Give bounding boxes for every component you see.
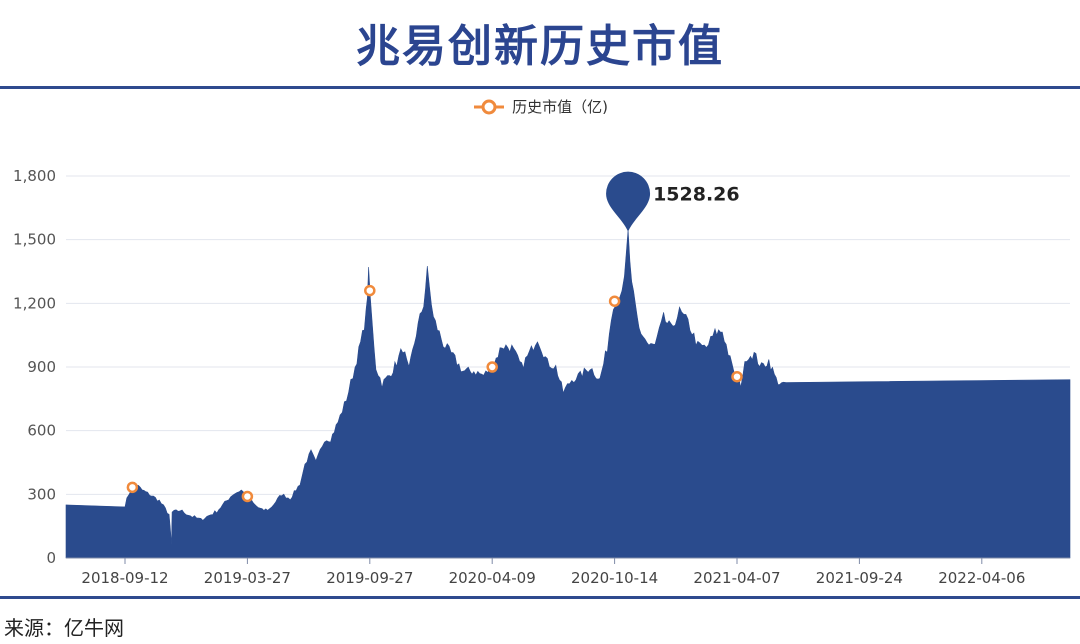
y-tick-label: 1,500 bbox=[13, 231, 56, 249]
y-tick-label: 1,200 bbox=[13, 294, 56, 312]
data-point-marker[interactable] bbox=[486, 361, 498, 373]
peak-value-label: 1528.26 bbox=[653, 184, 740, 206]
x-tick-label: 2018-09-12 bbox=[81, 569, 168, 587]
x-tick-label: 2022-04-06 bbox=[938, 569, 1025, 587]
x-tick-label: 2019-03-27 bbox=[204, 569, 291, 587]
y-tick-label: 900 bbox=[27, 358, 56, 376]
x-tick-label: 2021-04-07 bbox=[693, 569, 780, 587]
top-divider bbox=[0, 86, 1080, 89]
source-note: 来源：亿牛网 bbox=[4, 616, 124, 640]
x-tick-label: 2019-09-27 bbox=[326, 569, 413, 587]
y-tick-label: 300 bbox=[27, 485, 56, 503]
page-title: 兆易创新历史市值 bbox=[356, 21, 724, 72]
bottom-divider bbox=[0, 596, 1080, 599]
y-tick-label: 600 bbox=[27, 422, 56, 440]
legend-marker-icon bbox=[474, 99, 505, 114]
data-point-marker[interactable] bbox=[241, 490, 254, 503]
y-tick-label: 0 bbox=[46, 549, 56, 567]
x-tick-label: 2020-10-14 bbox=[571, 569, 658, 587]
data-point-marker[interactable] bbox=[608, 295, 621, 307]
y-tick-label: 1,800 bbox=[13, 167, 56, 185]
data-point-marker[interactable] bbox=[126, 481, 139, 494]
legend-label: 历史市值（亿) bbox=[512, 98, 608, 116]
x-tick-label: 2020-04-09 bbox=[449, 569, 536, 587]
market-cap-area bbox=[65, 229, 1071, 559]
data-point-marker[interactable] bbox=[364, 284, 376, 297]
legend[interactable]: 历史市值（亿) bbox=[0, 96, 1080, 117]
peak-pin-icon[interactable] bbox=[606, 171, 651, 232]
data-point-marker[interactable] bbox=[731, 370, 743, 383]
x-tick-label: 2021-09-24 bbox=[816, 569, 903, 587]
